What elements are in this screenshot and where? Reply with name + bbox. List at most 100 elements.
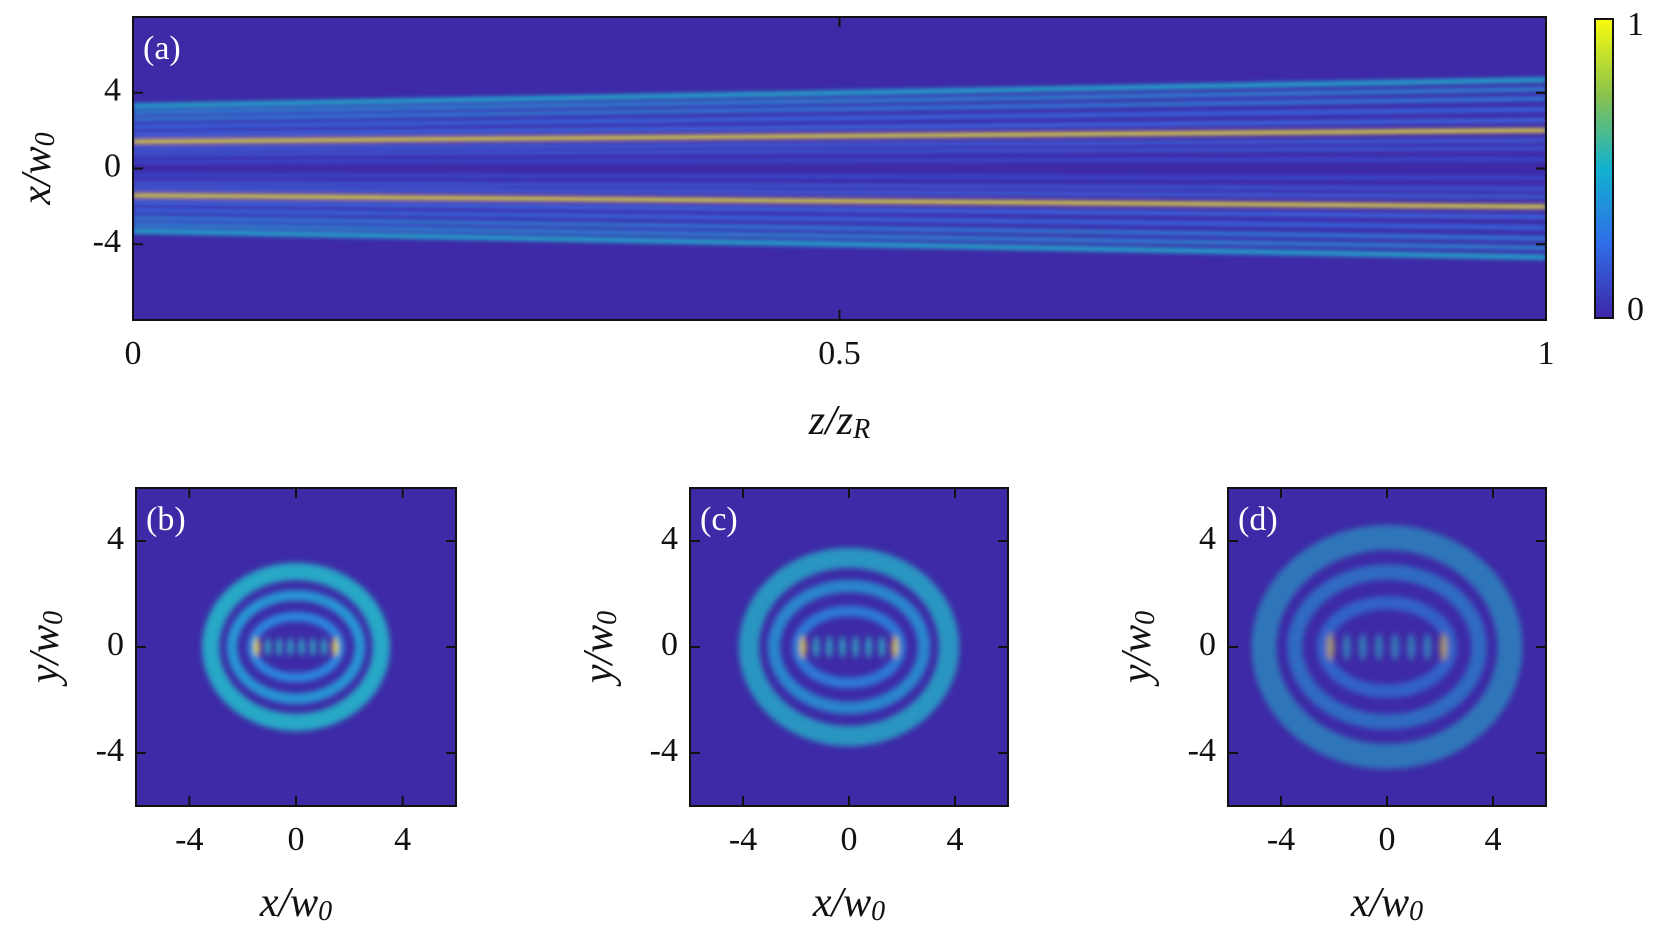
y-tick-label: -4 — [1188, 732, 1216, 769]
spot — [799, 636, 807, 658]
stripe — [133, 87, 1546, 115]
spot — [1358, 633, 1367, 661]
colorbar-tick-label: 0 — [1627, 291, 1644, 328]
x-tick-label: 0 — [288, 821, 305, 858]
spot — [1391, 633, 1399, 661]
spot — [287, 637, 294, 657]
x-axis-label: z/zR — [808, 398, 870, 446]
spot — [1423, 633, 1432, 661]
colorbar-tick-label: 1 — [1627, 6, 1644, 43]
stripes — [133, 77, 1546, 260]
x-tick-label: 0 — [125, 335, 142, 372]
y-axis-label: y/w0 — [576, 611, 624, 687]
spot — [276, 637, 282, 657]
stripe — [133, 107, 1546, 129]
spot — [878, 636, 885, 658]
spot — [1375, 633, 1383, 661]
spot — [254, 637, 260, 657]
x-tick-label: 4 — [1485, 821, 1502, 858]
ring — [1287, 564, 1487, 730]
x-tick-label: 0.5 — [818, 335, 861, 372]
x-tick-label: -4 — [175, 821, 203, 858]
ring — [791, 605, 907, 689]
x-tick-label: 4 — [394, 821, 411, 858]
y-tick-label: 4 — [104, 72, 121, 109]
x-tick-label: -4 — [729, 821, 757, 858]
stripe — [133, 157, 1546, 164]
spot — [298, 637, 305, 657]
spot — [332, 637, 338, 657]
panel-label: (c) — [700, 501, 738, 538]
stripe — [133, 173, 1546, 180]
rings — [738, 547, 960, 747]
y-tick-label: 0 — [1199, 626, 1216, 663]
spot — [839, 636, 846, 658]
spot — [1342, 633, 1351, 661]
stripe — [133, 193, 1546, 209]
rings — [1251, 525, 1523, 769]
spot — [265, 637, 271, 657]
x-axis-label-main: x/w — [812, 880, 871, 926]
y-axis-label-main: y/w — [576, 625, 622, 687]
panel-label: (b) — [146, 501, 186, 538]
ring — [1251, 525, 1523, 769]
stripe — [133, 96, 1546, 122]
y-tick-label: 4 — [661, 520, 678, 557]
x-tick-label: 0 — [1379, 821, 1396, 858]
y-tick-label: 4 — [1199, 520, 1216, 557]
ring — [1316, 596, 1458, 698]
spot — [1407, 633, 1416, 661]
heatmap — [133, 17, 1546, 320]
spot — [891, 636, 899, 658]
y-tick-label: -4 — [93, 223, 121, 260]
stripe — [133, 118, 1546, 137]
spot — [865, 636, 872, 658]
heatmap-background — [133, 17, 1546, 320]
x-axis-label-sub: 0 — [1409, 896, 1423, 927]
panel-label: (a) — [143, 30, 181, 67]
spot — [813, 636, 820, 658]
x-axis-label: x/w0 — [812, 880, 885, 928]
y-axis-label-sub: 0 — [592, 611, 623, 625]
panel-label: (d) — [1238, 501, 1278, 538]
y-axis-label-main: y/w — [22, 625, 68, 687]
spot — [310, 637, 316, 657]
y-tick-label: -4 — [650, 732, 678, 769]
stripe — [133, 200, 1546, 219]
heatmap — [1228, 488, 1546, 806]
y-tick-label: 4 — [107, 520, 124, 557]
y-axis-label-sub: 0 — [30, 132, 61, 146]
x-tick-label: 4 — [947, 821, 964, 858]
spot — [321, 637, 327, 657]
y-axis-label-main: y/w — [1114, 625, 1160, 687]
spot — [852, 636, 859, 658]
ring — [767, 579, 931, 715]
x-axis-label-sub: 0 — [318, 896, 332, 927]
y-axis-label-sub: 0 — [1130, 611, 1161, 625]
y-axis-label: y/w0 — [22, 611, 70, 687]
stripe — [133, 77, 1546, 109]
x-axis-label-main: x/w — [259, 880, 318, 926]
x-tick-label: -4 — [1267, 821, 1295, 858]
stripe — [133, 138, 1546, 151]
colorbar — [1594, 18, 1614, 319]
y-axis-label: x/w0 — [14, 132, 62, 205]
ring — [738, 547, 960, 747]
y-axis-label-main: x/w — [14, 146, 60, 205]
x-axis-label-main: x/w — [1350, 880, 1409, 926]
spot — [1439, 633, 1448, 661]
y-axis-label-sub: 0 — [38, 611, 69, 625]
heatmap — [136, 488, 456, 806]
x-axis-label-sub: 0 — [871, 896, 885, 927]
stripe — [133, 146, 1546, 156]
y-tick-label: -4 — [96, 732, 124, 769]
y-axis-label: y/w0 — [1114, 611, 1162, 687]
y-tick-label: 0 — [104, 147, 121, 184]
ring — [247, 611, 345, 683]
ring — [202, 562, 390, 732]
spot — [1326, 633, 1335, 661]
x-tick-label: 1 — [1538, 335, 1555, 372]
x-tick-label: 0 — [841, 821, 858, 858]
x-axis-label-main: z/z — [808, 398, 853, 444]
